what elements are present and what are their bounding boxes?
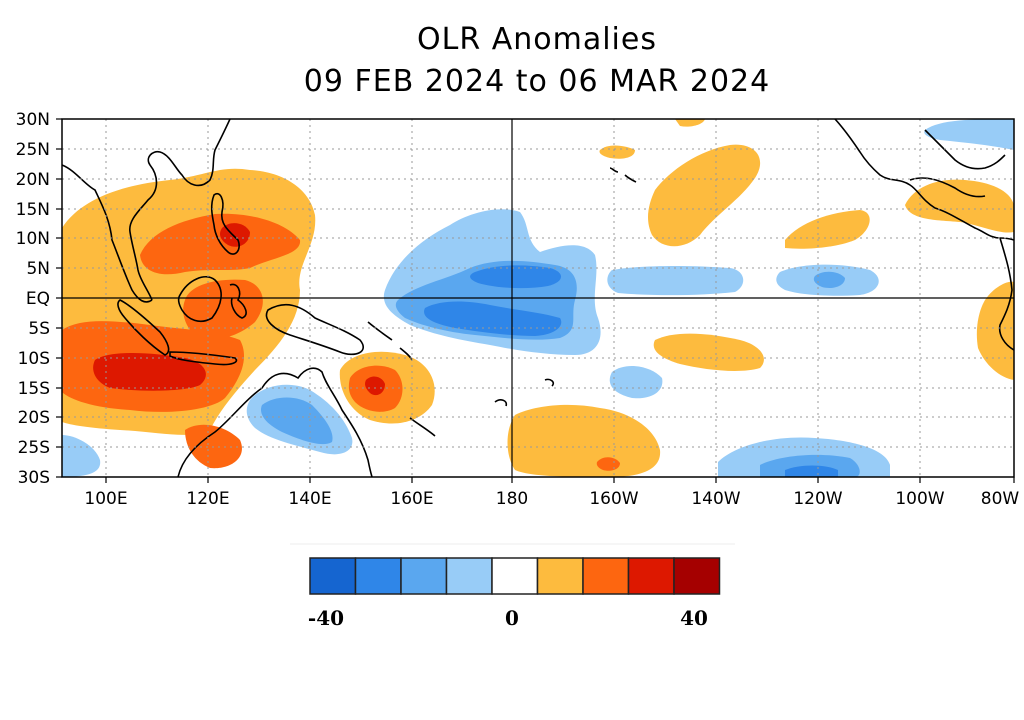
lat-label: 5N bbox=[26, 259, 50, 279]
legend-swatch bbox=[536, 557, 584, 595]
anomaly-region-equatorial-pacific-mid-blue bbox=[424, 301, 562, 336]
anomaly-region-east-pacific-blue bbox=[813, 271, 845, 288]
lon-label: 180 bbox=[496, 489, 528, 509]
lon-label: 80W bbox=[981, 489, 1020, 509]
anomaly-region-east-pacific-light-blue bbox=[607, 265, 744, 296]
coastline-solomon-islands bbox=[367, 321, 413, 361]
anomaly-region-southwest-light-blue bbox=[62, 435, 101, 477]
legend-swatch bbox=[400, 557, 448, 595]
coastline-sulawesi bbox=[229, 283, 247, 319]
coastline-java bbox=[169, 351, 238, 366]
lat-label: 25S bbox=[18, 438, 50, 458]
coastline-borneo bbox=[177, 276, 222, 322]
lon-label: 140W bbox=[691, 489, 740, 509]
lat-label: EQ bbox=[26, 289, 50, 309]
lat-label: 25N bbox=[16, 140, 50, 160]
anomaly-region-south-america-yellow bbox=[976, 281, 1014, 380]
lat-label: 5S bbox=[28, 319, 50, 339]
anomaly-region-subtropical-yellow bbox=[675, 119, 705, 127]
anomaly-region-caribbean-yellow bbox=[905, 179, 1014, 233]
lat-label: 15N bbox=[16, 200, 50, 220]
anomaly-region-south-pacific-yellow bbox=[507, 404, 661, 477]
lat-label: 10S bbox=[18, 349, 50, 369]
anomaly-region-north-equatorial-mid-blue bbox=[470, 265, 562, 289]
coastline-asia bbox=[62, 119, 231, 303]
anomaly-region-indian-ocean-red bbox=[93, 353, 206, 391]
lat-label: 15S bbox=[18, 379, 50, 399]
anomaly-region-east-pacific-yellow bbox=[785, 210, 870, 249]
lon-label: 140E bbox=[288, 489, 331, 509]
lon-label: 100W bbox=[895, 489, 944, 509]
legend-label-min: -40 bbox=[308, 606, 344, 630]
anomaly-region-gulf-light-blue bbox=[924, 119, 1014, 150]
latitude-labels: 30N 25N 20N 15N 10N 5N EQ 5S 10S 15S 20S… bbox=[16, 110, 50, 488]
longitude-labels: 100E 120E 140E 160E 180 160W 140W 120W 1… bbox=[84, 489, 1019, 509]
coastline-hawaii bbox=[609, 167, 637, 183]
anomaly-region-australia-blue bbox=[260, 397, 333, 445]
legend-swatches bbox=[309, 557, 721, 595]
anomaly-region-borneo-orange bbox=[183, 279, 263, 339]
map-date-range: 09 FEB 2024 to 06 MAR 2024 bbox=[303, 64, 771, 99]
legend-swatch bbox=[354, 557, 402, 595]
lat-label: 30S bbox=[18, 468, 50, 488]
legend-swatch bbox=[582, 557, 630, 595]
lon-label: 120E bbox=[186, 489, 229, 509]
anomaly-region-central-pacific-light-blue bbox=[609, 366, 663, 399]
graticule bbox=[62, 119, 1014, 477]
coastline-australia bbox=[177, 367, 373, 477]
legend-swatch bbox=[445, 557, 493, 595]
legend-label-max: 40 bbox=[680, 606, 708, 630]
map-title: OLR Anomalies bbox=[417, 22, 657, 57]
lat-label: 10N bbox=[16, 229, 50, 249]
coastline-fiji bbox=[494, 378, 555, 407]
anomaly-region-central-pacific-yellow bbox=[648, 144, 761, 247]
coastline-north-america bbox=[834, 119, 1014, 241]
lat-label: 30N bbox=[16, 110, 50, 130]
legend-swatch bbox=[309, 557, 357, 595]
lat-label: 20S bbox=[18, 408, 50, 428]
lon-label: 160E bbox=[390, 489, 433, 509]
anomaly-region-southeast-pacific-yellow bbox=[653, 333, 764, 371]
legend-swatch bbox=[673, 557, 721, 595]
axis-ticks bbox=[56, 118, 1015, 483]
lon-label: 120W bbox=[793, 489, 842, 509]
anomaly-field bbox=[62, 119, 1014, 477]
legend-swatch bbox=[627, 557, 675, 595]
anomaly-region-south-pacific-mid-blue bbox=[785, 465, 838, 477]
lon-label: 100E bbox=[84, 489, 127, 509]
coastline-south-america bbox=[998, 237, 1014, 351]
coastline-sumatra bbox=[117, 299, 170, 356]
coastline-new-guinea bbox=[265, 303, 364, 356]
lon-label: 160W bbox=[589, 489, 638, 509]
legend-swatch bbox=[491, 557, 539, 595]
lat-label: 20N bbox=[16, 170, 50, 190]
legend-label-zero: 0 bbox=[505, 606, 519, 630]
coastline-philippines bbox=[210, 193, 240, 255]
coastline-gulf-of-mexico bbox=[909, 129, 1006, 198]
anomaly-region-coral-sea-red bbox=[365, 376, 385, 396]
